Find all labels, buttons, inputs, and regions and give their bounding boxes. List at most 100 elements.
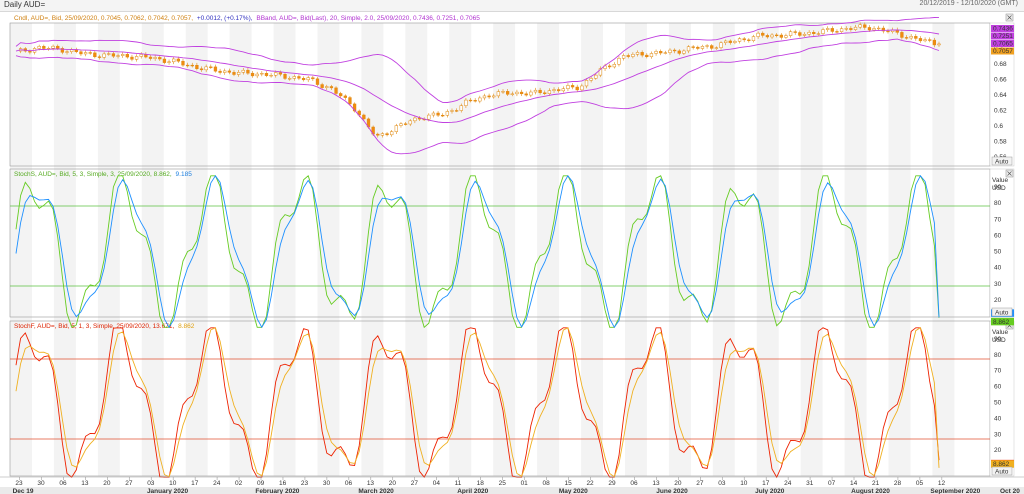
candle bbox=[167, 59, 171, 65]
candle bbox=[246, 67, 250, 75]
candle bbox=[543, 90, 547, 96]
fast-auto-label: Auto bbox=[995, 469, 1009, 476]
fast-unit-label: USD bbox=[992, 337, 1006, 344]
candle bbox=[111, 51, 116, 58]
candle bbox=[519, 89, 524, 96]
slow-auto-button[interactable]: Auto bbox=[991, 307, 1013, 317]
x-month-label: April 2020 bbox=[457, 488, 488, 494]
price-tag: 0.7436 bbox=[993, 26, 1013, 33]
x-day-tick: 28 bbox=[894, 480, 902, 487]
fast-y-tick: 60 bbox=[994, 384, 1002, 391]
slow-y-axis: 90 80 70 60 50 40 30 20 bbox=[994, 184, 1002, 304]
candle bbox=[232, 70, 236, 77]
slow-pane-close-icon[interactable] bbox=[1005, 169, 1014, 178]
candle bbox=[320, 82, 324, 90]
candle bbox=[733, 39, 737, 45]
candle bbox=[923, 37, 927, 43]
week-band bbox=[185, 23, 208, 476]
candle bbox=[88, 50, 92, 55]
candle bbox=[260, 71, 264, 77]
x-day-tick: 14 bbox=[850, 480, 858, 487]
x-day-tick: 01 bbox=[521, 480, 529, 487]
candle bbox=[849, 26, 853, 32]
chart-area[interactable]: Cndl, AUD=, Bid, 25/09/2020, 0.7045, 0.7… bbox=[0, 11, 1024, 494]
candle bbox=[812, 30, 816, 37]
candle bbox=[719, 41, 723, 50]
x-day-tick: 09 bbox=[257, 480, 265, 487]
week-band bbox=[932, 23, 955, 476]
candle bbox=[635, 50, 640, 57]
candle bbox=[839, 26, 844, 34]
week-band bbox=[141, 23, 164, 476]
candle bbox=[816, 31, 821, 36]
candle bbox=[213, 64, 218, 73]
candle bbox=[487, 93, 491, 99]
price-pane-close-icon[interactable] bbox=[1005, 13, 1014, 22]
candle bbox=[301, 76, 306, 82]
price-tag-bg bbox=[991, 40, 1014, 47]
price-auto-label: Auto bbox=[995, 159, 1009, 166]
candle bbox=[283, 72, 287, 80]
candle bbox=[779, 33, 783, 40]
candle bbox=[79, 49, 83, 57]
x-month-label: May 2020 bbox=[559, 488, 588, 494]
candle bbox=[125, 52, 129, 59]
candle bbox=[557, 87, 561, 93]
candle bbox=[441, 113, 445, 118]
slow-legend-main: StochS, AUD=, Bid, 5, 3, Simple, 3, 25/0… bbox=[14, 171, 172, 178]
candle bbox=[677, 49, 681, 56]
candle bbox=[654, 49, 658, 56]
candle bbox=[761, 31, 765, 38]
slow-y-tick: 90 bbox=[994, 184, 1002, 191]
candle bbox=[255, 71, 259, 79]
candle bbox=[821, 27, 825, 36]
candle bbox=[937, 41, 941, 47]
fast-auto-button[interactable]: Auto bbox=[991, 466, 1013, 476]
x-axis[interactable]: 23 30 06 13 20 27 03 10 17 24 02 09 16 23 30 06 13 20 27 04… bbox=[0, 476, 1024, 494]
candle bbox=[751, 34, 756, 43]
candle bbox=[478, 95, 482, 104]
x-day-tick: 21 bbox=[872, 480, 880, 487]
candle bbox=[413, 116, 417, 124]
candle bbox=[747, 38, 751, 43]
slow-unit-label: USD bbox=[992, 185, 1006, 192]
price-auto-button[interactable]: Auto bbox=[991, 156, 1013, 166]
candle bbox=[918, 36, 923, 43]
price-legend: Cndl, AUD=, Bid, 25/09/2020, 0.7045, 0.7… bbox=[14, 15, 480, 22]
week-band bbox=[97, 23, 120, 476]
bband-lower-line bbox=[15, 38, 940, 155]
candle bbox=[886, 28, 890, 34]
candle bbox=[737, 37, 742, 44]
week-band bbox=[712, 23, 735, 476]
x-day-tick: 10 bbox=[740, 480, 748, 487]
week-band bbox=[581, 23, 604, 476]
x-month-label: July 2020 bbox=[755, 488, 785, 494]
candle bbox=[914, 34, 918, 41]
x-day-tick: 18 bbox=[477, 480, 485, 487]
candle bbox=[376, 132, 380, 138]
candle bbox=[199, 66, 204, 72]
candle bbox=[172, 56, 176, 65]
price-y-tick: 0.58 bbox=[994, 139, 1007, 146]
candle bbox=[640, 50, 644, 58]
candle bbox=[209, 64, 213, 69]
fast-tag: 8.862 bbox=[993, 461, 1010, 468]
fast-value-label: Value bbox=[992, 329, 1009, 336]
candle bbox=[645, 53, 649, 59]
candle bbox=[385, 132, 389, 137]
x-day-tick: 27 bbox=[125, 480, 133, 487]
candle bbox=[204, 64, 208, 73]
week-band bbox=[668, 23, 691, 476]
candle bbox=[181, 58, 185, 67]
fast-legend: StochF, AUD=, Bid, 5, 1, 3, Simple, 25/0… bbox=[14, 323, 195, 330]
x-month-label: September 2020 bbox=[930, 488, 980, 494]
price-tag-bg bbox=[991, 47, 1014, 55]
candle bbox=[97, 54, 102, 60]
date-range-label: 20/12/2019 - 12/10/2020 (GMT) bbox=[919, 0, 1018, 7]
candle bbox=[807, 30, 811, 37]
candle bbox=[501, 89, 505, 94]
candle bbox=[589, 76, 593, 83]
price-legend-change: +0.0012, (+0.17%), bbox=[197, 15, 253, 22]
candle bbox=[510, 91, 514, 97]
